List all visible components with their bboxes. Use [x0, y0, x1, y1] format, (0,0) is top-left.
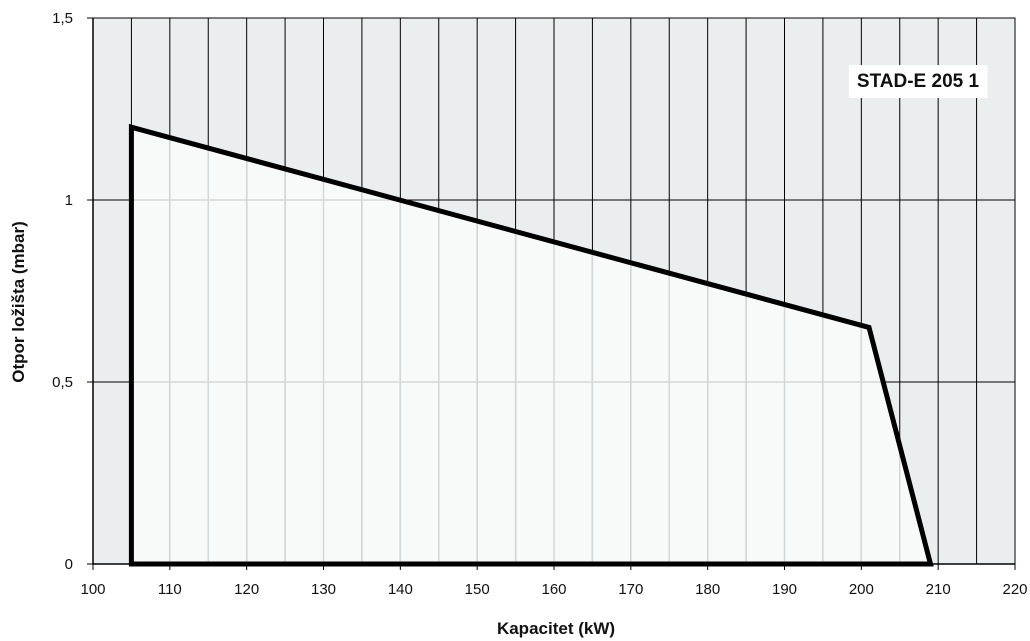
y-tick-label: 1,5 — [52, 10, 73, 27]
x-tick-label: 220 — [1002, 581, 1027, 598]
y-tick-labels: 0 0,5 1 1,5 — [52, 10, 93, 573]
x-tick-label: 190 — [772, 581, 797, 598]
x-tick-label: 120 — [234, 581, 259, 598]
y-tick-label: 0 — [65, 556, 73, 573]
x-tick-label: 180 — [695, 581, 720, 598]
y-axis-title: Otpor ložišta (mbar) — [9, 221, 28, 383]
series-label: STAD-E 205 1 — [857, 71, 980, 92]
x-tick-labels: 100 110 120 130 140 150 160 170 180 190 200 210 220 — [80, 564, 1028, 598]
x-tick-label: 210 — [926, 581, 951, 598]
x-tick-label: 160 — [541, 581, 566, 598]
major-gridlines — [93, 18, 1015, 564]
x-tick-label: 150 — [465, 581, 490, 598]
series-label-box — [848, 65, 988, 98]
x-tick-label: 140 — [388, 581, 413, 598]
x-tick-label: 130 — [311, 581, 336, 598]
x-tick-label: 100 — [80, 581, 105, 598]
y-tick-label: 1 — [65, 192, 73, 209]
x-tick-label: 110 — [158, 581, 182, 598]
x-tick-label: 200 — [849, 581, 874, 598]
y-tick-label: 0,5 — [52, 374, 73, 391]
capacity-region-fill — [131, 127, 931, 564]
x-tick-label: 170 — [618, 581, 643, 598]
x-axis-title: Kapacitet (kW) — [497, 619, 615, 638]
